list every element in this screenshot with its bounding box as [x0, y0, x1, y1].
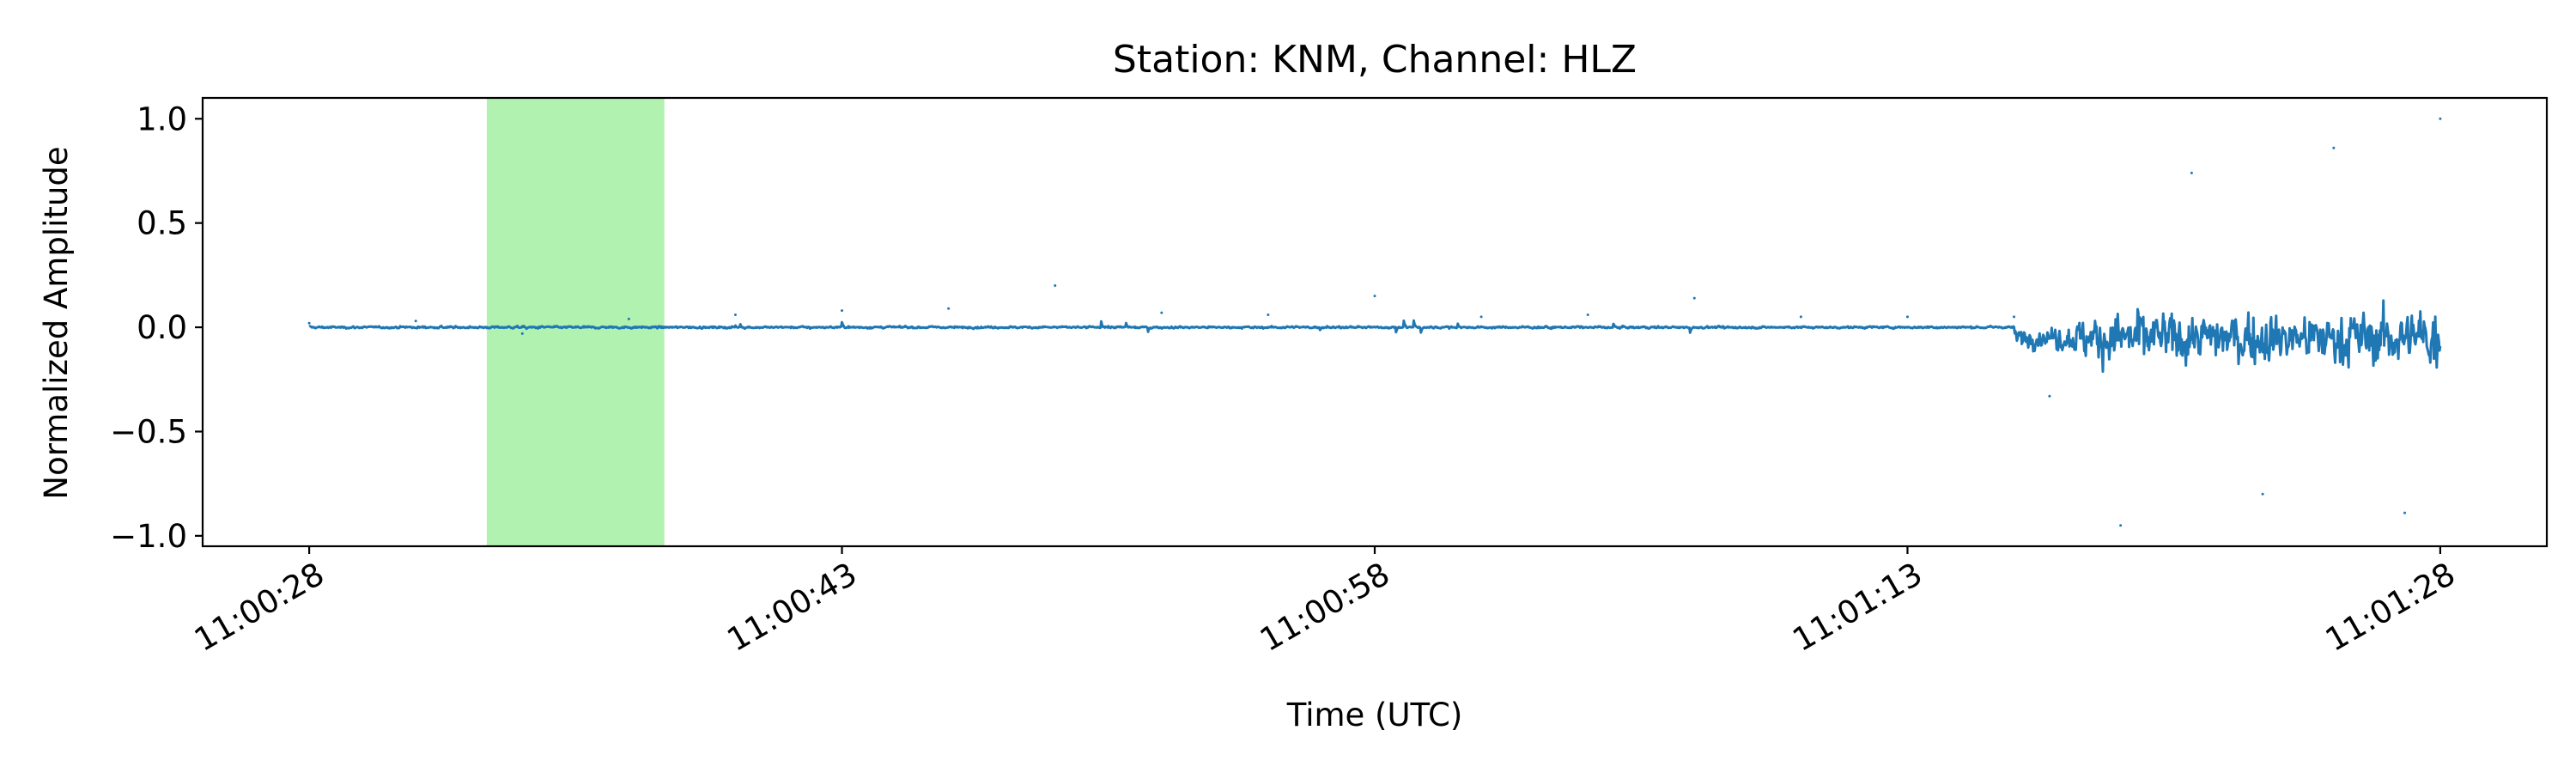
waveform-point [2332, 146, 2336, 149]
waveform-point [307, 321, 311, 325]
waveform-point [1373, 295, 1376, 298]
waveform-point [841, 309, 844, 313]
waveform-point [1160, 311, 1163, 314]
waveform-point [627, 317, 630, 320]
waveform-point [2439, 117, 2442, 120]
waveform-point [2190, 171, 2193, 174]
y-axis-label: Normalized Amplitude [38, 146, 75, 499]
waveform-point [1054, 284, 1057, 288]
plot-area [307, 98, 2442, 546]
waveform-point [1479, 315, 1483, 319]
waveform-point [1799, 315, 1802, 319]
waveform-point [2048, 394, 2051, 398]
y-tick-label: −1.0 [110, 518, 187, 555]
y-tick-label: −0.5 [110, 413, 187, 450]
waveform-line [308, 299, 2442, 374]
chart-title: Station: KNM, Channel: HLZ [1113, 38, 1637, 82]
waveform-point [947, 307, 951, 310]
y-tick-label: 1.0 [137, 100, 187, 137]
waveform-point [2013, 315, 2016, 319]
y-tick-label: 0.0 [137, 309, 187, 346]
waveform-point [1586, 313, 1589, 317]
waveform-point [1905, 315, 1909, 319]
waveform-point [2261, 492, 2264, 496]
waveform-point [520, 332, 524, 335]
waveform-point [2119, 524, 2123, 527]
waveform-point [414, 320, 417, 323]
waveform-point [1692, 296, 1696, 300]
highlight-window [486, 98, 665, 546]
waveform-point [733, 313, 737, 317]
y-axis: −1.0 −0.5 0.0 0.5 1.0 [110, 100, 203, 555]
y-tick-label: 0.5 [137, 205, 187, 242]
waveform-point [1267, 313, 1270, 317]
x-axis-label: Time (UTC) [1286, 697, 1463, 733]
waveform-point [2403, 511, 2407, 514]
